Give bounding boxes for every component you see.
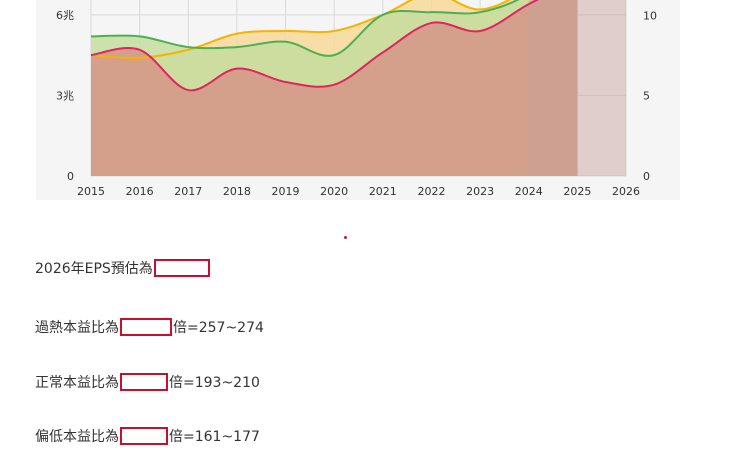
eps-chart: 0 3兆 6兆 0 5 10 2015 2016 2017 2018 2019 2020 2021 202… [0,0,740,210]
eps-forecast-label: 2026年EPS預估為 [35,261,153,277]
eps-forecast-line: 2026年EPS預估為 [35,258,211,280]
x-axis-tick-label: 2015 [77,185,105,198]
right-axis-tick-label: 10 [643,9,657,22]
left-axis-tick-label: 6兆 [56,9,74,22]
x-axis-tick-label: 2017 [174,185,202,198]
low-pe-label: 偏低本益比為 [35,429,119,445]
overheat-pe-label: 過熱本益比為 [35,320,119,336]
series-line-0 [90,0,511,59]
x-axis-tick-label: 2020 [320,185,348,198]
x-axis-tick-label: 2021 [369,185,397,198]
series-line-1 [90,0,520,57]
eps-forecast-blank [153,259,210,277]
overheat-pe-blank [120,318,172,336]
right-axis-tick-label: 5 [643,90,650,103]
normal-pe-label: 正常本益比為 [35,375,119,391]
low-pe-line: 偏低本益比為 倍=161~177 [35,426,260,448]
x-axis-tick-label: 2018 [223,185,251,198]
x-axis-tick-label: 2024 [515,185,543,198]
normal-pe-line: 正常本益比為 倍=193~210 [35,372,260,394]
x-axis-tick-label: 2019 [272,185,300,198]
overheat-pe-line: 過熱本益比為 倍=257~274 [35,317,264,339]
x-axis-tick-label: 2026 [612,185,640,198]
x-axis-tick-label: 2023 [466,185,494,198]
x-axis-tick-label: 2025 [563,185,591,198]
chart-svg: 0 3兆 6兆 0 5 10 2015 2016 2017 2018 2019 2020 2021 202… [36,0,680,200]
low-pe-range: 倍=161~177 [169,429,260,445]
right-axis-tick-label: 0 [643,170,650,183]
left-axis-tick-label: 0 [67,170,74,183]
x-axis-tick-label: 2016 [126,185,154,198]
series-line-2 [90,0,539,92]
normal-pe-blank [120,373,168,391]
series-area-2 [91,0,578,176]
left-axis-tick-label: 3兆 [56,89,74,102]
overheat-pe-range: 倍=257~274 [173,320,264,336]
red-dot-marker [344,236,347,239]
x-axis-tick-label: 2022 [417,185,445,198]
forecast-band [528,0,626,176]
normal-pe-range: 倍=193~210 [169,375,260,391]
low-pe-blank [120,427,168,445]
